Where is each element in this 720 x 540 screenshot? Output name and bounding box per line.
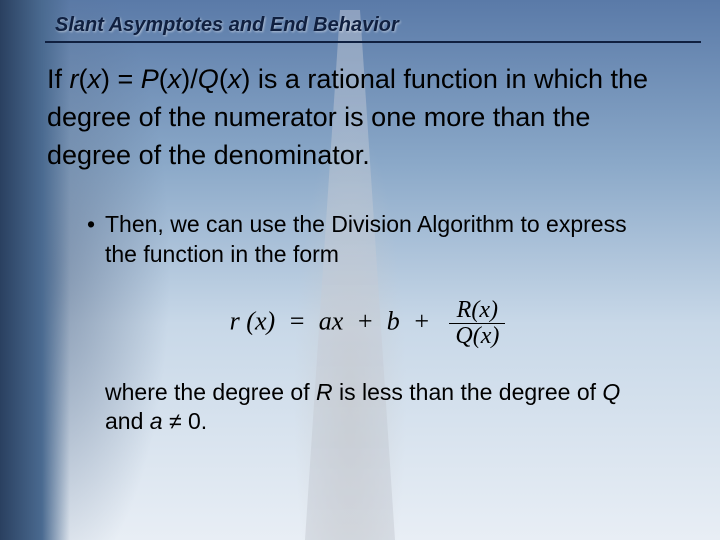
formula-x2: x	[332, 307, 344, 336]
closing-b: is less than the degree of	[333, 379, 603, 405]
bullet-text: Then, we can use the Division Algorithm …	[105, 211, 627, 267]
var-P: P	[141, 64, 159, 94]
formula-fraction: R(x) Q(x)	[449, 298, 505, 349]
formula-a: a	[319, 307, 332, 336]
title-divider	[45, 41, 701, 43]
formula-numerator: R(x)	[449, 298, 505, 324]
bullet-icon: •	[87, 210, 105, 240]
var-x1: x	[88, 64, 102, 94]
var-r: r	[70, 64, 79, 94]
formula-r: r	[230, 307, 240, 336]
var-x3: x	[228, 64, 242, 94]
closing-avar: a	[150, 408, 163, 434]
slide-content: Slant Asymptotes and End Behavior If r(x…	[0, 0, 720, 457]
formula-R: R	[457, 297, 472, 323]
slide-title: Slant Asymptotes and End Behavior	[55, 14, 680, 37]
closing-Q: Q	[602, 379, 620, 405]
formula-denominator: Q(x)	[449, 324, 505, 349]
var-x2: x	[168, 64, 182, 94]
var-Q: Q	[198, 64, 219, 94]
formula: r (x) = ax + b + R(x) Q(x)	[55, 298, 680, 349]
closing-c: and	[105, 408, 150, 434]
formula-Qd: Q	[455, 323, 472, 349]
formula-b: b	[387, 307, 400, 336]
closing-a: where the degree of	[105, 379, 316, 405]
intro-text-prefix: If	[47, 64, 70, 94]
formula-x4: x	[481, 323, 492, 349]
formula-x3: x	[479, 297, 490, 323]
bullet-paragraph: •Then, we can use the Division Algorithm…	[105, 210, 640, 270]
closing-d: ≠ 0.	[163, 408, 208, 434]
intro-paragraph: If r(x) = P(x)/Q(x) is a rational functi…	[47, 61, 680, 174]
intro-text-body: is a rational function in which the degr…	[47, 64, 648, 170]
formula-x1: x	[255, 307, 267, 336]
closing-R: R	[316, 379, 333, 405]
closing-paragraph: where the degree of R is less than the d…	[105, 378, 640, 438]
